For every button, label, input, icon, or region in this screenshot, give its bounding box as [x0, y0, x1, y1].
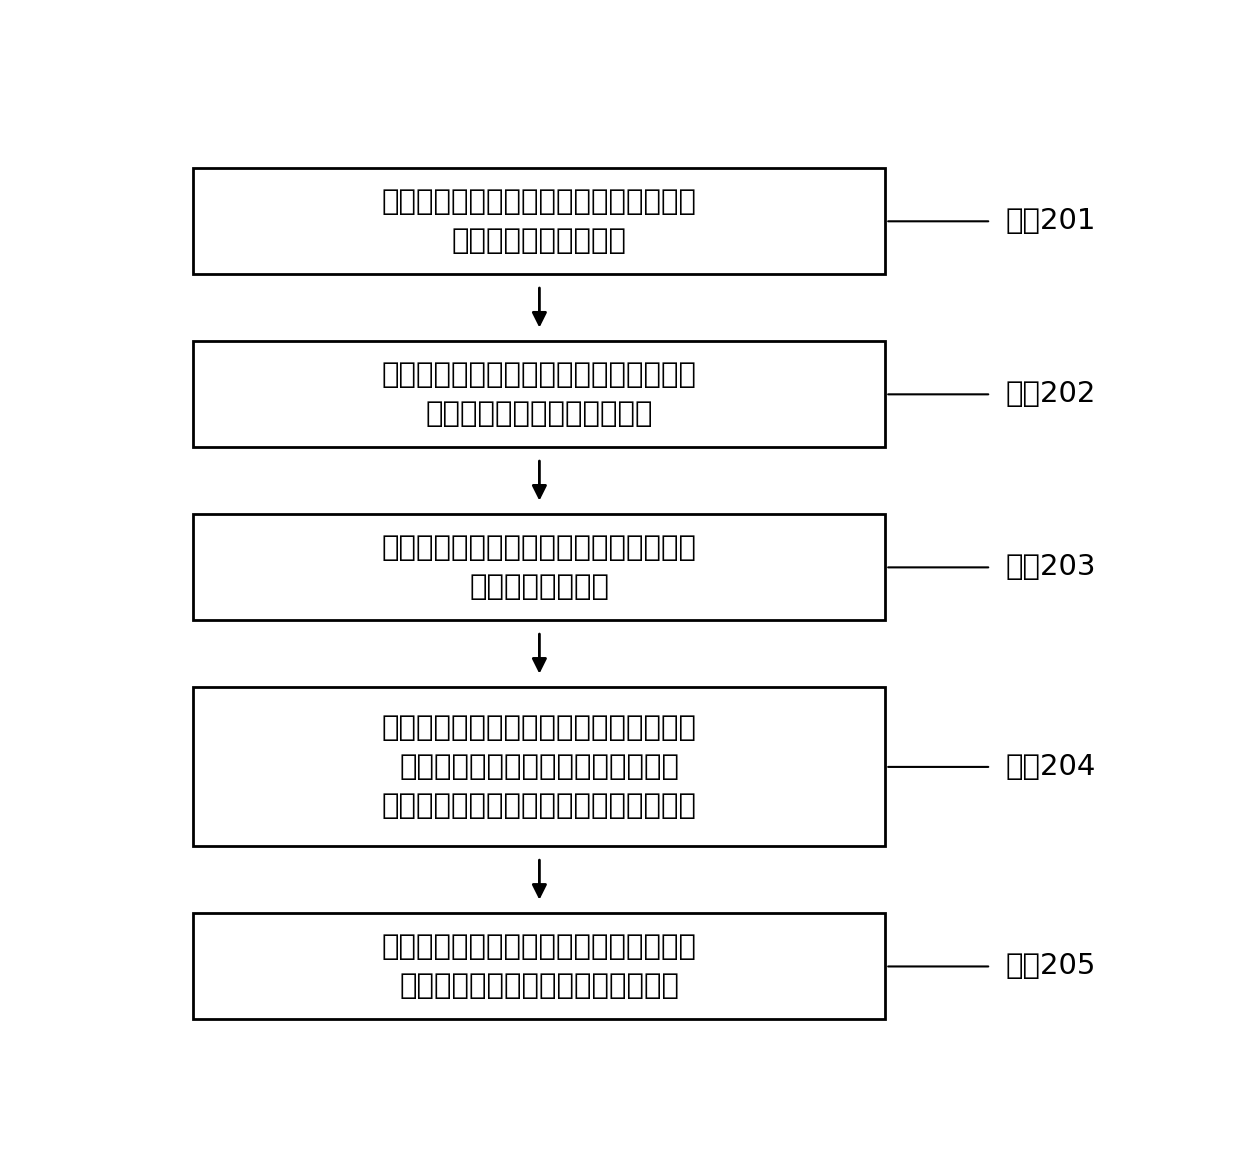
Text: 通过离子刻蚀工艺，将铟金属层及读出电
路保持预定温度条件应用氩离子对其
进行刻蚀，去除未受光刻胶保护的金属铟: 通过离子刻蚀工艺，将铟金属层及读出电 路保持预定温度条件应用氩离子对其 进行刻蚀…	[382, 714, 697, 820]
Bar	[193, 341, 885, 447]
Text: 去除读出电路上的光刻胶，并使金属铟收
缩成球形即完成读出电路铟凸点制备: 去除读出电路上的光刻胶，并使金属铟收 缩成球形即完成读出电路铟凸点制备	[382, 933, 697, 1000]
Bar	[193, 168, 885, 274]
Text: 步骤201: 步骤201	[1006, 207, 1096, 235]
Text: 通过光刻工艺将读出电路的不需要制备铟
凸点的部位覆盖光刻胶: 通过光刻工艺将读出电路的不需要制备铟 凸点的部位覆盖光刻胶	[382, 188, 697, 255]
Text: 步骤202: 步骤202	[1006, 380, 1096, 408]
Bar	[193, 514, 885, 621]
Text: 步骤203: 步骤203	[1006, 554, 1096, 581]
Text: 步骤205: 步骤205	[1006, 953, 1096, 981]
Text: 通过热蒸发工艺将金属铟按所需厚度蒸镀
在带有光刻胶的读出电路表面: 通过热蒸发工艺将金属铟按所需厚度蒸镀 在带有光刻胶的读出电路表面	[382, 361, 697, 428]
Bar	[193, 688, 885, 847]
Text: 步骤204: 步骤204	[1006, 753, 1096, 781]
Bar	[193, 914, 885, 1020]
Text: 通过光刻工艺将读出电路需要制备铟凸点
的部位覆盖光刻胶: 通过光刻工艺将读出电路需要制备铟凸点 的部位覆盖光刻胶	[382, 534, 697, 601]
